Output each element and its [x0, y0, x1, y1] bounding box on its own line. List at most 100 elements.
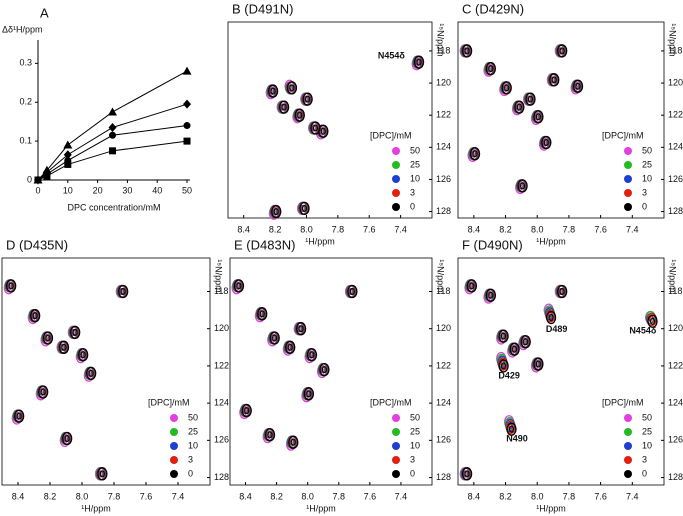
- marker: [183, 99, 192, 109]
- marker: [183, 122, 191, 130]
- peak-core: [287, 343, 293, 351]
- x-tick-label: 7.6: [364, 491, 377, 501]
- legend-label: 0: [642, 201, 647, 211]
- y-tick-label: 118: [668, 286, 682, 296]
- y-tick-label: 124: [436, 398, 451, 408]
- peak-annotation: N454δ: [378, 51, 406, 61]
- y-tick-label: 126: [436, 435, 451, 445]
- legend-swatch: [624, 147, 632, 155]
- y-tick-label: 126: [668, 174, 683, 184]
- y-tick-label: 122: [668, 360, 683, 370]
- peak-core: [270, 87, 276, 95]
- peak-core: [548, 314, 554, 322]
- peak: [30, 309, 41, 323]
- marker: [34, 176, 42, 184]
- legend-swatch: [170, 428, 178, 436]
- peak: [6, 279, 17, 293]
- peak-core: [272, 334, 278, 342]
- x-tick-label: 8.0: [301, 491, 314, 501]
- x-tick-label: 8.4: [12, 491, 25, 501]
- legend-label: 25: [188, 426, 198, 436]
- legend-swatch: [392, 203, 400, 211]
- peak-core: [297, 111, 303, 119]
- peak-core: [469, 282, 475, 290]
- peak: [541, 135, 552, 150]
- y-tick-label: 118: [214, 286, 228, 296]
- legend-swatch: [624, 470, 632, 478]
- x-tick-label: 40: [152, 185, 162, 195]
- peak: [557, 44, 568, 58]
- y-tick-label: 126: [436, 174, 451, 184]
- peak-core: [72, 328, 78, 336]
- peak-annotation: D489: [546, 324, 568, 334]
- peak: [62, 431, 73, 446]
- peak: [271, 204, 282, 219]
- x-tick-label: 8.4: [468, 224, 481, 234]
- legend-label: 10: [188, 440, 198, 450]
- legend-swatch: [392, 442, 400, 450]
- y-tick-label: 120: [668, 323, 683, 333]
- y-tick-label: 118: [436, 45, 450, 55]
- peak-core: [488, 65, 494, 73]
- y-tick-label: 128: [668, 472, 683, 482]
- x-tick-label: 8.0: [531, 224, 544, 234]
- legend-label: 10: [642, 173, 652, 183]
- x-tick-label: 7.8: [332, 224, 345, 234]
- peak: [267, 84, 279, 98]
- legend-swatch: [624, 456, 632, 464]
- x-tick-label: 8.4: [468, 491, 481, 501]
- x-tick-label: 20: [93, 185, 103, 195]
- peak-core: [551, 76, 557, 84]
- peak: [269, 331, 280, 345]
- x-tick-label: 30: [122, 185, 132, 195]
- peak-core: [298, 325, 304, 333]
- peak-core: [349, 287, 355, 295]
- x-tick-label: 8.2: [269, 224, 282, 234]
- marker: [63, 150, 72, 160]
- peak-annotation: D429: [498, 370, 520, 380]
- peak-core: [321, 366, 327, 374]
- peak-annotation: N490: [506, 434, 528, 444]
- x-tick-label: 7.6: [363, 224, 376, 234]
- x-tick-label: 8.4: [239, 491, 252, 501]
- y-tick-label: 128: [668, 206, 683, 216]
- x-tick-label: 8.2: [44, 491, 57, 501]
- legend-label: 0: [642, 468, 647, 478]
- x-tick-label: 10: [63, 185, 73, 195]
- legend-label: 10: [410, 440, 420, 450]
- x-tick-label: 8.0: [300, 224, 313, 234]
- legend-swatch: [624, 442, 632, 450]
- legend-swatch: [392, 189, 400, 197]
- legend-swatch: [624, 189, 632, 197]
- peak: [318, 124, 329, 138]
- peak: [86, 366, 97, 381]
- peak-annotation: N454δ: [629, 326, 657, 336]
- peak: [557, 284, 568, 299]
- marker: [182, 66, 192, 75]
- y-tick-label: 128: [436, 472, 451, 482]
- peak: [118, 284, 129, 299]
- peak: [299, 201, 310, 216]
- x-tick-label: 50: [182, 185, 192, 195]
- legend-label: 0: [410, 201, 415, 211]
- peak-core: [472, 150, 478, 158]
- marker: [43, 172, 51, 180]
- legend-label: 50: [642, 145, 652, 155]
- peak-core: [535, 360, 541, 368]
- peak: [469, 147, 481, 161]
- peak: [58, 340, 70, 354]
- x-tick-label: 8.0: [76, 491, 89, 501]
- x-tick-label: 7.6: [140, 491, 153, 501]
- peak-core: [302, 204, 308, 212]
- panel-title: F (D490N): [462, 237, 523, 252]
- plot-frame: [457, 21, 665, 219]
- x-tick-label: 7.8: [563, 491, 576, 501]
- peak: [294, 108, 305, 122]
- x-axis-label: DPC concentration/mM: [67, 202, 160, 212]
- legend-label: 0: [188, 468, 193, 478]
- peak: [233, 279, 245, 293]
- legend-label: 50: [188, 412, 198, 422]
- y-tick-label: 0.1: [19, 135, 32, 145]
- peak-core: [575, 82, 581, 90]
- peak: [78, 348, 89, 362]
